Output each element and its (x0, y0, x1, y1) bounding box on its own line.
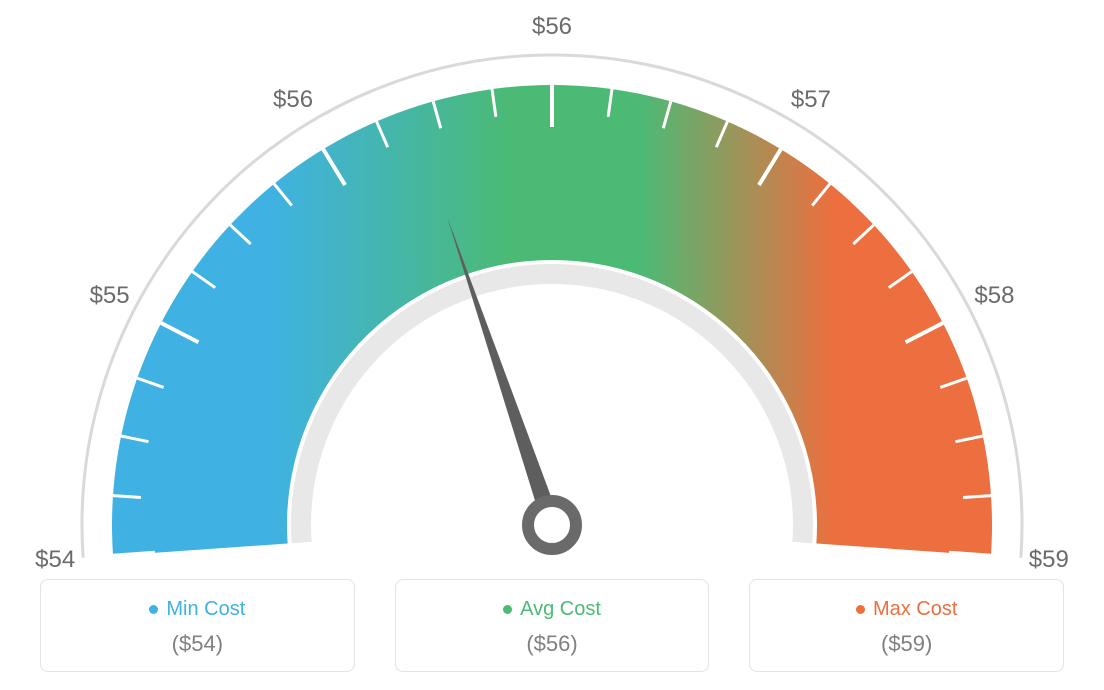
legend-label-min: Min Cost (166, 598, 245, 621)
legend-row: Min Cost ($54) Avg Cost ($56) Max Cost (… (0, 579, 1104, 672)
legend-card-min: Min Cost ($54) (40, 579, 355, 672)
gauge-tick-label: $57 (791, 86, 831, 114)
legend-title-max: Max Cost (856, 598, 957, 621)
legend-card-max: Max Cost ($59) (749, 579, 1064, 672)
legend-value-avg: ($56) (406, 631, 699, 657)
legend-label-avg: Avg Cost (520, 598, 601, 621)
cost-gauge: $54$55$56$56$57$58$59 (0, 0, 1104, 560)
gauge-tick-label: $55 (90, 282, 130, 310)
gauge-tick-label: $56 (273, 86, 313, 114)
legend-title-min: Min Cost (149, 598, 245, 621)
dot-icon (149, 605, 158, 614)
gauge-tick-label: $54 (35, 546, 75, 574)
gauge-tick-label: $56 (532, 13, 572, 41)
gauge-tick-label: $58 (974, 282, 1014, 310)
gauge-arc (112, 85, 992, 556)
legend-value-max: ($59) (760, 631, 1053, 657)
legend-title-avg: Avg Cost (503, 598, 601, 621)
gauge-minor-tick (963, 496, 991, 498)
dot-icon (503, 605, 512, 614)
legend-value-min: ($54) (51, 631, 344, 657)
gauge-svg (0, 0, 1104, 560)
gauge-needle-hub (528, 501, 576, 549)
gauge-tick-label: $59 (1029, 546, 1069, 574)
gauge-minor-tick (113, 496, 141, 498)
legend-label-max: Max Cost (873, 598, 957, 621)
legend-card-avg: Avg Cost ($56) (395, 579, 710, 672)
dot-icon (856, 605, 865, 614)
